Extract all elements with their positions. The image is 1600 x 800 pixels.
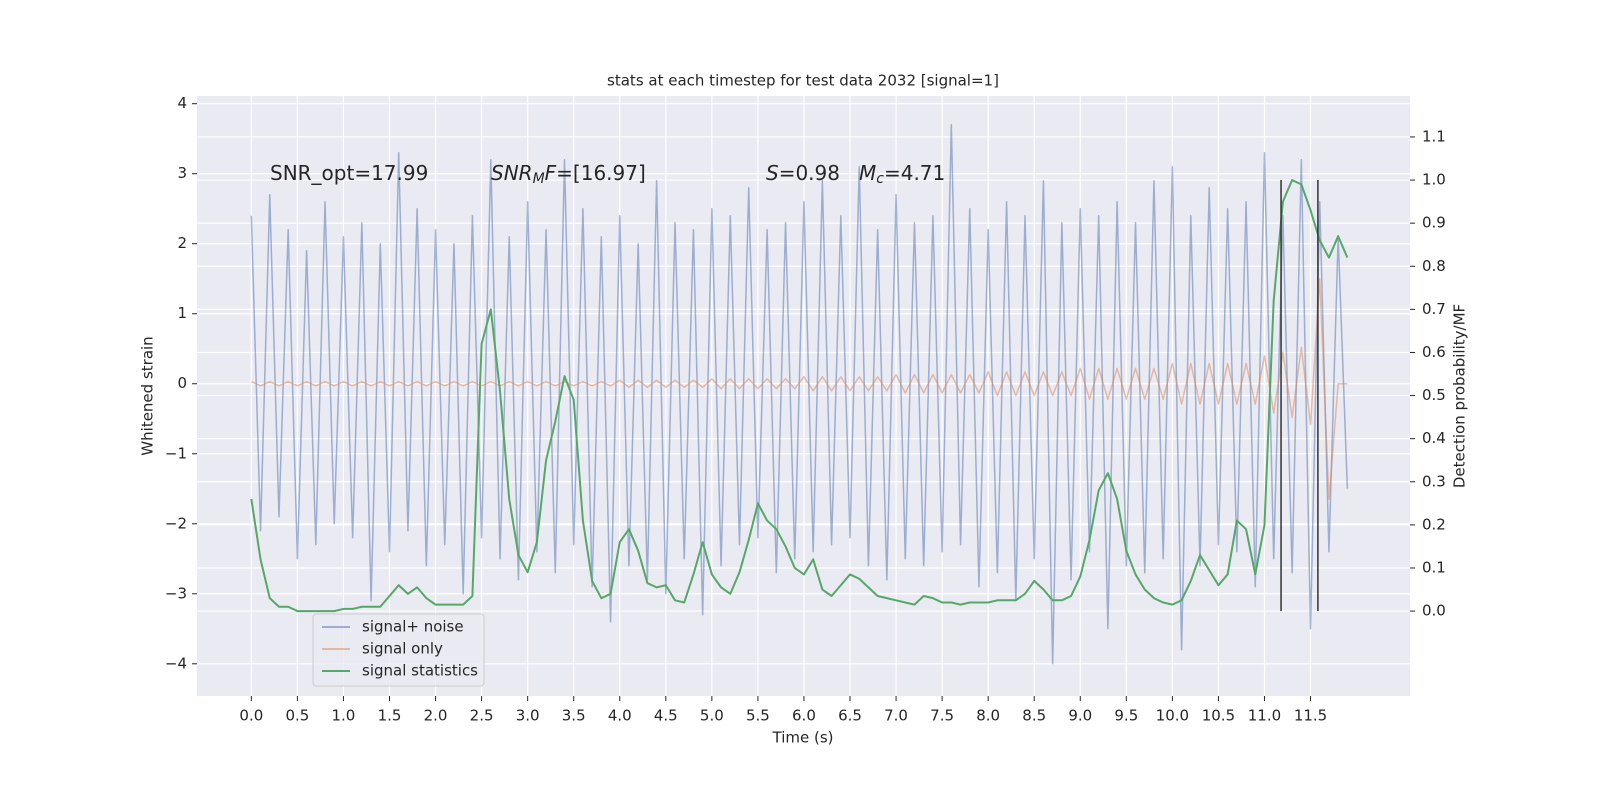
annotation-part: c (876, 171, 884, 187)
x-tick-label: 1.0 (332, 707, 356, 725)
y-tick-label: 1 (177, 304, 187, 322)
x-tick-label: 11.5 (1294, 707, 1327, 725)
x-tick-label: 3.5 (562, 707, 586, 725)
legend-box (312, 613, 485, 687)
annotation-part: M (859, 161, 876, 185)
y-tick-label: −4 (165, 654, 187, 672)
y2-tick-label: 0.5 (1422, 386, 1446, 404)
y-tick-label: 4 (177, 94, 187, 112)
y2-tick-label: 0.6 (1422, 343, 1446, 361)
y2-tick-label: 0.4 (1422, 429, 1446, 447)
x-axis-label: Time (s) (772, 729, 834, 747)
annotation-part: S (766, 161, 779, 185)
legend-label: signal+ noise (362, 618, 464, 636)
annotation-part: SNR_opt=17.99 (270, 161, 428, 185)
x-tick-label: 4.5 (654, 707, 678, 725)
x-tick-label: 8.5 (1022, 707, 1046, 725)
x-tick-label: 0.5 (285, 707, 309, 725)
y2-axis-label: Detection probability/MF (1451, 304, 1469, 488)
annotation: SNR_opt=17.99 (270, 161, 428, 185)
y2-tick-label: 0.7 (1422, 300, 1446, 318)
annotation-part: M (533, 171, 545, 187)
x-tick-label: 11.0 (1248, 707, 1281, 725)
x-tick-label: 9.0 (1068, 707, 1092, 725)
y2-tick-label: 1.1 (1422, 127, 1446, 145)
x-tick-label: 6.0 (792, 707, 816, 725)
legend-label: signal statistics (362, 662, 478, 680)
x-tick-label: 3.0 (516, 707, 540, 725)
x-tick-label: 8.0 (976, 707, 1000, 725)
x-tick-label: 9.5 (1114, 707, 1138, 725)
y2-tick-label: 0.8 (1422, 257, 1446, 275)
y2-tick-label: 0.2 (1422, 515, 1446, 533)
annotation-part: =[16.97] (556, 161, 646, 185)
y-tick-label: −3 (165, 584, 187, 602)
y2-tick-label: 0.3 (1422, 472, 1446, 490)
x-tick-label: 6.5 (838, 707, 862, 725)
y-tick-label: 0 (177, 374, 187, 392)
x-tick-label: 7.5 (930, 707, 954, 725)
x-tick-label: 2.0 (424, 707, 448, 725)
annotation: S=0.98 (766, 161, 840, 185)
x-tick-label: 7.0 (884, 707, 908, 725)
y2-tick-label: 0.9 (1422, 214, 1446, 232)
annotation: Mc=4.71 (859, 161, 945, 188)
y-tick-label: 2 (177, 234, 187, 252)
x-tick-label: 10.0 (1156, 707, 1189, 725)
annotation: SNRMF=[16.97] (491, 161, 646, 188)
annotation-part: SNR (491, 161, 533, 185)
x-tick-label: 1.5 (378, 707, 402, 725)
chart-title: stats at each timestep for test data 203… (607, 72, 999, 90)
y-tick-label: −2 (165, 514, 187, 532)
x-tick-label: 10.5 (1202, 707, 1235, 725)
legend-label: signal only (362, 640, 443, 658)
series-line (251, 277, 1348, 501)
y2-tick-label: 0.0 (1422, 602, 1446, 620)
annotation-part: F (545, 161, 557, 185)
x-tick-label: 5.5 (746, 707, 770, 725)
y2-tick-label: 1.0 (1422, 171, 1446, 189)
series-line (250, 123, 1349, 665)
y-tick-label: −1 (165, 444, 187, 462)
y2-tick-label: 0.1 (1422, 558, 1446, 576)
y-tick-label: 3 (177, 164, 187, 182)
x-tick-label: 2.5 (470, 707, 494, 725)
series-line (250, 179, 1349, 613)
annotation-part: =0.98 (779, 161, 840, 185)
x-tick-label: 5.0 (700, 707, 724, 725)
annotation-part: =4.71 (884, 161, 945, 185)
y-axis-label: Whitened strain (139, 336, 157, 455)
x-tick-label: 4.0 (608, 707, 632, 725)
x-tick-label: 0.0 (239, 707, 263, 725)
